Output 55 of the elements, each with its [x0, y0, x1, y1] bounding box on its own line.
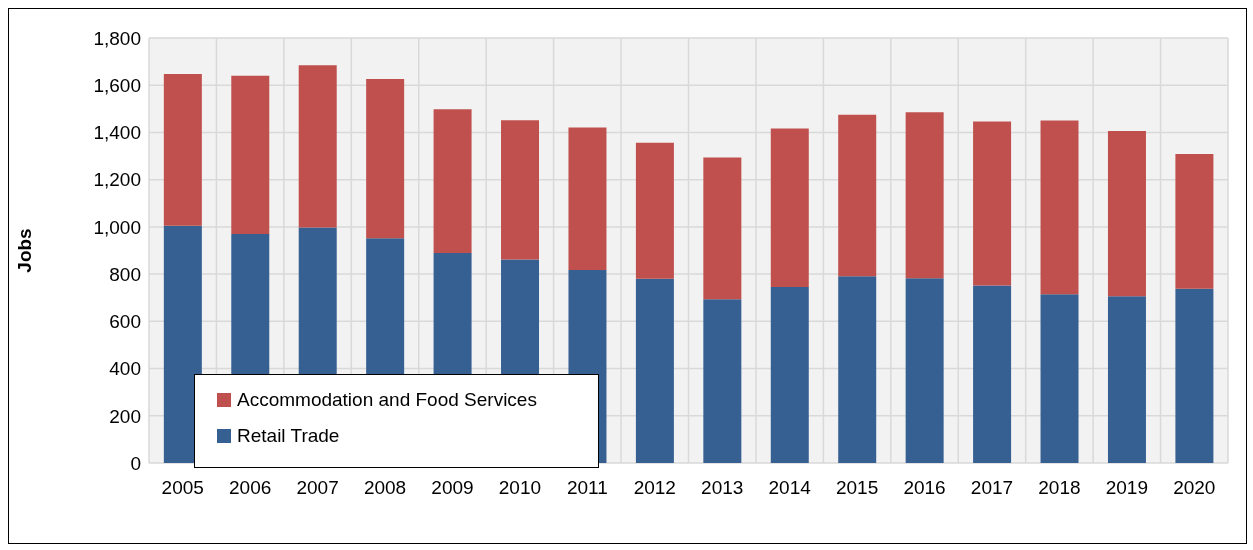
- y-tick-label: 400: [109, 358, 141, 380]
- x-tick-label: 2018: [1038, 477, 1081, 499]
- x-tick-label: 2017: [970, 477, 1014, 499]
- bar: [703, 299, 742, 463]
- bar: [973, 121, 1012, 286]
- bar: [568, 127, 607, 271]
- bar: [635, 142, 674, 279]
- bar: [905, 278, 944, 463]
- x-tick-label: 2006: [229, 477, 272, 499]
- bar: [770, 287, 809, 463]
- bar: [1175, 153, 1214, 289]
- x-tick-label: 2010: [498, 477, 542, 499]
- bar: [1040, 294, 1079, 463]
- y-tick-label: 1,600: [93, 74, 141, 96]
- bar: [501, 120, 540, 260]
- bar: [433, 109, 472, 254]
- bar: [366, 79, 405, 239]
- bar: [163, 225, 202, 463]
- y-tick-label: 1,000: [93, 216, 141, 238]
- x-tick-label: 2008: [363, 477, 407, 499]
- x-tick-label: 2020: [1173, 477, 1216, 499]
- bar: [298, 65, 337, 228]
- bar: [1040, 120, 1079, 295]
- bar: [1107, 296, 1146, 463]
- x-tick-label: 2009: [431, 477, 474, 499]
- x-tick-label: 2005: [161, 477, 204, 499]
- bar: [905, 112, 944, 279]
- bar: [163, 73, 202, 226]
- x-tick-label: 2016: [903, 477, 946, 499]
- y-tick-label: 800: [109, 263, 141, 285]
- y-tick-label: 200: [109, 405, 141, 427]
- x-tick-label: 2011: [566, 477, 608, 499]
- legend-label: Accommodation and Food Services: [237, 389, 537, 411]
- bar: [770, 128, 809, 288]
- bar: [703, 157, 742, 300]
- bar: [231, 75, 270, 234]
- y-tick-label: 600: [109, 311, 141, 333]
- x-tick-label: 2012: [633, 477, 676, 499]
- y-axis-title: Jobs: [13, 228, 35, 273]
- bar: [1175, 288, 1214, 463]
- x-tick-label: 2019: [1105, 477, 1148, 499]
- x-tick-label: 2015: [835, 477, 879, 499]
- x-tick-label: 2014: [768, 477, 812, 499]
- bar: [838, 276, 877, 463]
- y-tick-label: 0: [130, 452, 141, 474]
- bar: [1107, 131, 1146, 297]
- y-tick-label: 1,800: [93, 27, 141, 49]
- y-tick-label: 1,400: [93, 122, 141, 144]
- bar: [838, 114, 877, 277]
- bar: [973, 285, 1012, 463]
- legend-label: Retail Trade: [237, 425, 340, 447]
- bar: [635, 278, 674, 463]
- x-tick-label: 2007: [296, 477, 339, 499]
- y-tick-label: 1,200: [93, 169, 141, 191]
- x-tick-label: 2013: [701, 477, 744, 499]
